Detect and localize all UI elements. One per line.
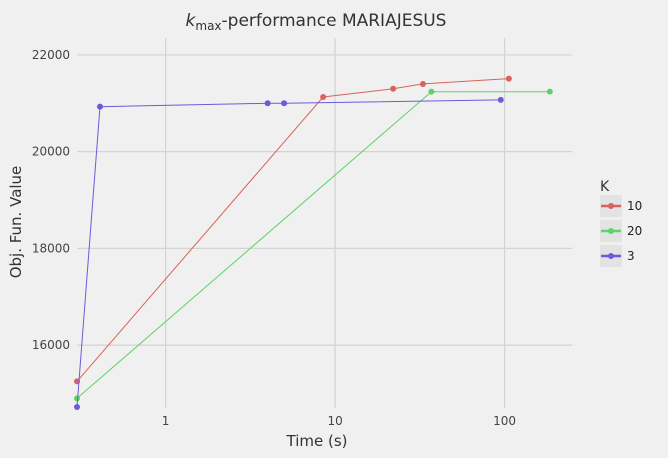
series-3 <box>74 96 504 411</box>
chart-title: kmax-performance MARIAJESUS <box>186 11 447 33</box>
grid <box>77 38 572 408</box>
data-point <box>546 88 553 95</box>
legend-title: K <box>600 179 610 195</box>
ticks: 1 10 100 16000 18000 20000 22000 <box>32 48 516 428</box>
legend-item: 3 <box>600 245 635 267</box>
legend-label: 3 <box>627 249 635 263</box>
data-point <box>74 395 80 402</box>
data-point <box>320 94 327 101</box>
y-tick-label: 20000 <box>32 145 70 159</box>
legend-key-point <box>608 228 614 234</box>
plot-background <box>77 38 572 408</box>
x-tick-label: 1 <box>162 414 170 428</box>
data-point <box>74 404 80 411</box>
legend-label: 10 <box>627 199 642 213</box>
series-layer <box>74 75 553 411</box>
legend-item: 10 <box>600 195 642 217</box>
data-point <box>497 96 504 103</box>
legend: K 10 20 3 <box>600 179 642 267</box>
x-axis-label: Time (s) <box>286 432 348 450</box>
y-axis-label: Obj. Fun. Value <box>7 166 25 279</box>
series-20 <box>74 88 553 402</box>
data-point <box>505 75 512 82</box>
legend-label: 20 <box>627 224 642 238</box>
data-point <box>419 80 426 87</box>
series-10 <box>74 75 512 385</box>
y-tick-label: 22000 <box>32 48 70 62</box>
data-point <box>390 85 397 92</box>
data-point <box>428 88 435 95</box>
x-tick-label: 10 <box>327 414 342 428</box>
x-tick-label: 100 <box>493 414 516 428</box>
legend-item: 20 <box>600 220 642 242</box>
legend-key-point <box>608 203 614 209</box>
y-tick-label: 18000 <box>32 241 70 255</box>
data-point <box>281 100 288 107</box>
y-tick-label: 16000 <box>32 338 70 352</box>
data-point <box>264 100 271 107</box>
data-point <box>96 103 103 110</box>
legend-key-point <box>608 253 614 259</box>
